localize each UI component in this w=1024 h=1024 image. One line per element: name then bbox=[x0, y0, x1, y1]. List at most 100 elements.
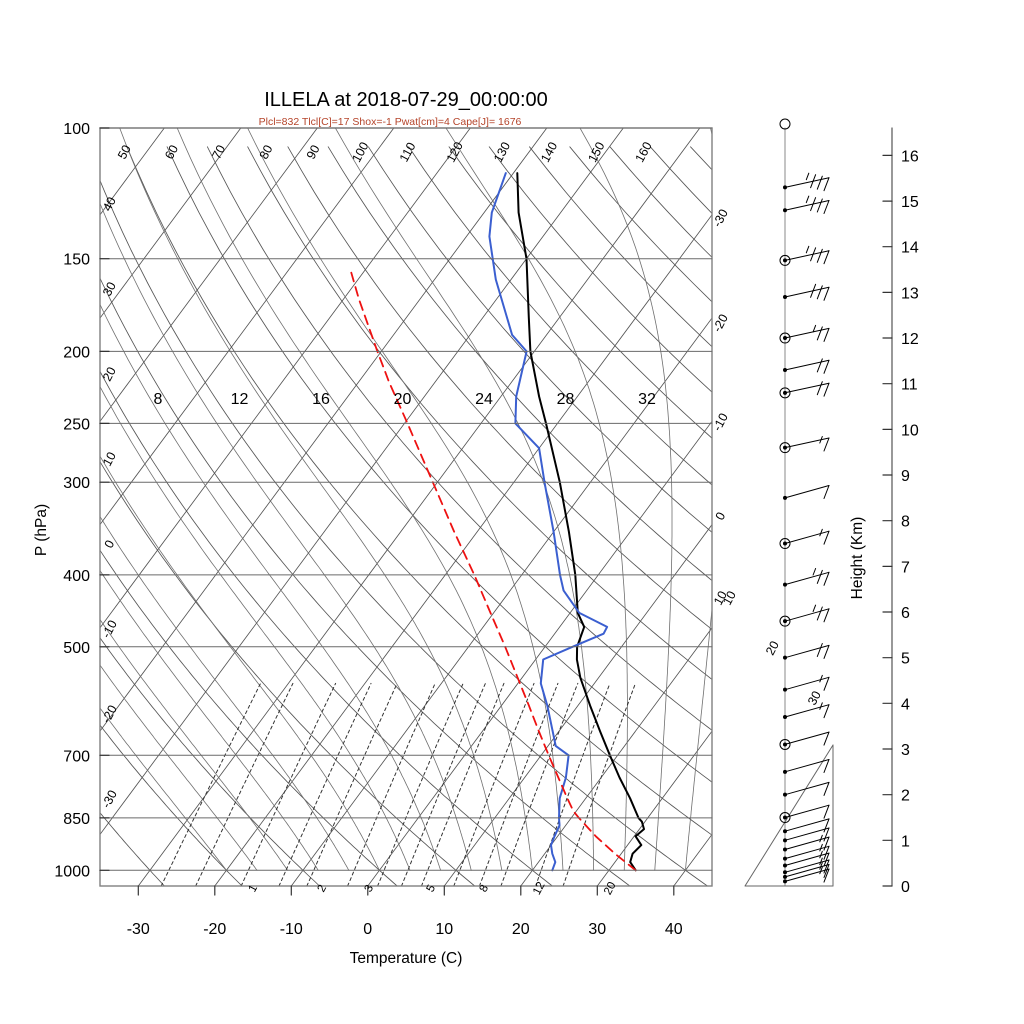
barb-shaft bbox=[784, 200, 830, 211]
barb-full bbox=[823, 759, 830, 773]
mixing-ratio-3 bbox=[347, 682, 436, 886]
barb-shaft bbox=[784, 437, 830, 449]
mixing-ratio-4 bbox=[377, 682, 464, 886]
barb-full bbox=[816, 606, 823, 621]
wind-barb bbox=[784, 604, 830, 623]
moist-adiabat-label-16: 16 bbox=[312, 391, 330, 408]
barb-full bbox=[816, 285, 823, 300]
dry-adiabat--30 bbox=[100, 812, 165, 886]
dry-adiabat-200 bbox=[731, 147, 1024, 886]
wind-barb bbox=[784, 804, 830, 819]
barb-shaft bbox=[784, 644, 830, 659]
barb-half bbox=[812, 324, 817, 333]
isotherm-label-left-20: 20 bbox=[100, 365, 119, 384]
barb-half bbox=[819, 857, 823, 866]
z-tick-9: 9 bbox=[901, 468, 910, 485]
p-tick-400: 400 bbox=[63, 568, 90, 585]
barb-full bbox=[823, 704, 830, 719]
moist-adiabat-label-32: 32 bbox=[638, 391, 656, 408]
z-tick-7: 7 bbox=[901, 559, 910, 576]
barb-shaft bbox=[784, 327, 830, 339]
dry-adiabat--10 bbox=[100, 637, 320, 886]
p-tick-700: 700 bbox=[63, 748, 90, 765]
moist-adiabat-44 bbox=[716, 128, 808, 870]
barb-shaft bbox=[784, 845, 830, 860]
wind-level-ring bbox=[779, 254, 791, 266]
barb-shaft bbox=[784, 804, 830, 818]
z-tick-11: 11 bbox=[901, 377, 918, 394]
mixing-ratio-1 bbox=[240, 682, 337, 886]
dry-adiabat-90 bbox=[287, 146, 712, 631]
isotherm--40 bbox=[100, 128, 624, 836]
barb-shaft bbox=[784, 759, 830, 773]
wind-level-ring bbox=[779, 615, 791, 627]
p-tick-100: 100 bbox=[63, 121, 90, 138]
barb-full bbox=[823, 530, 830, 545]
barb-full bbox=[823, 286, 830, 301]
isotherm-20 bbox=[520, 627, 712, 886]
isotherm-label-left--20: -20 bbox=[99, 703, 120, 726]
barb-full bbox=[823, 781, 830, 796]
moist-adiabat-label-28: 28 bbox=[557, 391, 575, 408]
barb-full bbox=[810, 197, 817, 212]
isotherm--90 bbox=[100, 128, 242, 319]
y2-axis-label: Height (Km) bbox=[849, 517, 866, 600]
mixing-ratio-8 bbox=[453, 682, 535, 886]
moist-adiabat-20 bbox=[176, 128, 533, 871]
z-tick-0: 0 bbox=[901, 879, 910, 896]
mixing-ratio-16 bbox=[535, 682, 611, 886]
barb-full bbox=[816, 643, 823, 657]
wind-barb bbox=[784, 528, 830, 545]
barb-shaft bbox=[784, 859, 830, 873]
barb-full bbox=[823, 731, 830, 746]
barb-shaft bbox=[784, 485, 830, 499]
barb-half bbox=[819, 843, 823, 852]
barb-full bbox=[823, 250, 830, 265]
barb-full bbox=[810, 174, 817, 189]
isotherm-50 bbox=[750, 128, 1024, 886]
wind-barb bbox=[784, 172, 830, 192]
dry-adiabat-label-60: 60 bbox=[162, 143, 181, 162]
barb-half bbox=[812, 568, 817, 576]
dry-adiabat-110 bbox=[367, 146, 712, 533]
barb-half bbox=[805, 172, 810, 181]
isotherm--100 bbox=[100, 128, 165, 216]
moist-adiabat-24 bbox=[247, 128, 564, 871]
barb-full bbox=[823, 845, 830, 860]
wind-barb bbox=[784, 436, 830, 452]
barb-half bbox=[819, 528, 823, 537]
p-tick-150: 150 bbox=[63, 252, 90, 269]
barb-full bbox=[823, 382, 830, 397]
isotherm-label-right-20: 20 bbox=[763, 639, 782, 658]
barb-full bbox=[816, 198, 823, 213]
barb-full bbox=[823, 676, 830, 691]
wind-barb bbox=[784, 324, 830, 342]
dry-adiabat-100 bbox=[327, 146, 712, 582]
barb-full bbox=[823, 868, 830, 883]
barb-full bbox=[816, 381, 823, 396]
moist-adiabat-label-20: 20 bbox=[394, 391, 412, 408]
isotherm-label-left-10: 10 bbox=[100, 450, 119, 469]
trace-layer bbox=[349, 172, 645, 872]
dry-adiabat-label-90: 90 bbox=[304, 143, 323, 162]
barb-full bbox=[810, 283, 817, 298]
moist-adiabat-0 bbox=[100, 455, 380, 871]
z-tick-2: 2 bbox=[901, 788, 910, 805]
dry-adiabat-50 bbox=[126, 146, 712, 836]
barb-full bbox=[823, 836, 830, 851]
wind-level-ring bbox=[779, 812, 791, 824]
dry-adiabat-180 bbox=[649, 146, 712, 215]
plot-frame bbox=[99, 127, 713, 887]
moist-adiabat--12 bbox=[100, 618, 289, 871]
p-tick-250: 250 bbox=[63, 416, 90, 433]
mixing-ratio-label-12: 12 bbox=[531, 880, 548, 897]
p-tick-200: 200 bbox=[63, 344, 90, 361]
mixing-ratio-12 bbox=[500, 682, 579, 886]
z-tick-6: 6 bbox=[901, 605, 910, 622]
t-tick-30: 30 bbox=[588, 921, 606, 938]
moist-adiabat-label-8: 8 bbox=[154, 391, 163, 408]
z-tick-16: 16 bbox=[901, 148, 919, 165]
isotherm-10 bbox=[443, 523, 712, 886]
